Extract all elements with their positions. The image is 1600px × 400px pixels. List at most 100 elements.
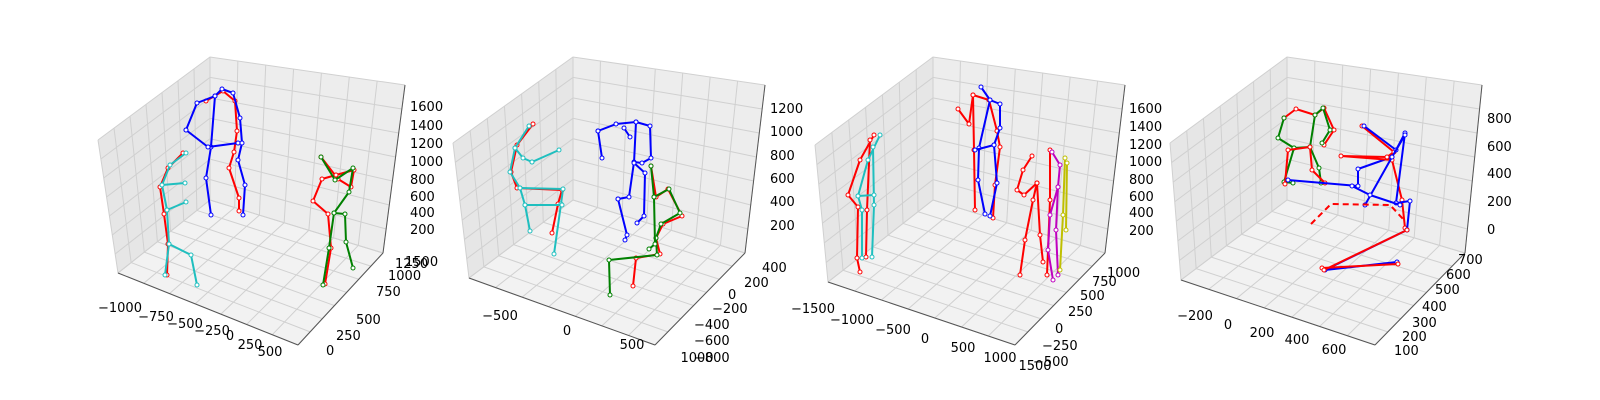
z-tick-label: 800 xyxy=(770,149,795,164)
skeleton-limb xyxy=(185,88,246,216)
z-tick-label: 400 xyxy=(770,195,795,210)
skeleton-joint xyxy=(551,251,557,257)
z-tick-label: 1600 xyxy=(1129,102,1162,117)
y-tick-label: −250 xyxy=(1042,339,1078,354)
skeleton-joint xyxy=(219,86,225,92)
y-tick-label: −600 xyxy=(694,334,730,349)
y-tick-label: 1000 xyxy=(1107,266,1140,281)
y-axis-line xyxy=(297,252,384,346)
skeleton-joint xyxy=(1029,153,1035,159)
skeleton-joint xyxy=(240,212,246,218)
y-axis-line xyxy=(1014,252,1106,346)
y-tick-label: 750 xyxy=(376,285,401,300)
skeleton-limb xyxy=(1277,107,1331,149)
skeleton-joint xyxy=(633,119,639,125)
skeleton-joint xyxy=(1290,180,1296,186)
skeleton-joint xyxy=(549,230,555,236)
skeleton-joint xyxy=(236,208,242,214)
skeleton-joint xyxy=(857,157,863,163)
z-axis-line xyxy=(1104,84,1126,254)
skeleton-joint xyxy=(857,269,863,275)
skeleton-limb xyxy=(320,156,354,269)
skeleton-limb xyxy=(1016,155,1038,276)
x-tick-label: 600 xyxy=(1322,343,1347,358)
skeleton-joint xyxy=(987,213,993,219)
z-tick-label: 1000 xyxy=(1129,155,1162,170)
skeleton-joint xyxy=(1063,227,1069,233)
skeleton-joint xyxy=(520,155,526,161)
x-axis-line xyxy=(827,281,1016,346)
skeleton-joint xyxy=(621,125,627,131)
z-tick-label: 1200 xyxy=(410,137,443,152)
skeleton-joint xyxy=(212,93,218,99)
z-tick-label: 400 xyxy=(1129,206,1154,221)
skeleton-joint xyxy=(871,132,877,138)
x-tick-label: 500 xyxy=(258,345,283,360)
skeleton-joint xyxy=(242,182,248,188)
z-tick-label: 600 xyxy=(770,172,795,187)
skeleton-joint xyxy=(972,207,978,213)
skeleton-joint xyxy=(1047,197,1053,203)
skeleton-joint xyxy=(1281,115,1287,121)
z-tick-label: 200 xyxy=(410,223,435,238)
y-tick-label: 200 xyxy=(1402,330,1427,345)
skeleton-joint xyxy=(1040,259,1046,265)
skeleton-joint xyxy=(991,142,997,148)
skeleton-joint xyxy=(1017,272,1023,278)
skeleton-joint xyxy=(1293,106,1299,112)
y-tick-label: 500 xyxy=(356,313,381,328)
skeleton-limb xyxy=(1323,229,1408,271)
skeleton-joint xyxy=(320,282,326,288)
z-tick-label: 600 xyxy=(1487,140,1512,155)
x-tick-label: −750 xyxy=(138,310,174,325)
skeleton-joint xyxy=(1057,162,1063,168)
skeleton-joint xyxy=(1050,277,1056,283)
skeleton-joint xyxy=(624,232,630,238)
skeleton-joint xyxy=(987,97,993,103)
z-axis-line xyxy=(1464,84,1483,254)
skeleton-joint xyxy=(997,144,1003,150)
skeleton-limb xyxy=(1047,151,1061,281)
skeleton-joint xyxy=(332,177,338,183)
z-tick-label: 200 xyxy=(770,219,795,234)
skeleton-limb xyxy=(1310,203,1405,225)
skeleton-joint xyxy=(975,177,981,183)
skeleton-joint xyxy=(333,172,339,178)
z-tick-label: 1400 xyxy=(1129,120,1162,135)
skeleton-joint xyxy=(654,252,660,258)
skeleton-joint xyxy=(658,221,664,227)
skeleton-joint xyxy=(182,180,188,186)
skeleton-joint xyxy=(1064,160,1070,166)
skeleton-joint xyxy=(239,140,245,146)
x-tick-label: −500 xyxy=(167,317,203,332)
skeleton-joint xyxy=(646,246,652,252)
skeleton-joint xyxy=(845,192,851,198)
z-tick-label: 600 xyxy=(1129,190,1154,205)
skeleton-joint xyxy=(978,84,984,90)
grid-line xyxy=(209,57,384,254)
skeleton-joint xyxy=(651,194,657,200)
skeleton-joint xyxy=(343,239,349,245)
skeleton-joint xyxy=(1404,227,1410,233)
x-tick-label: −500 xyxy=(875,323,911,338)
skeleton-joint xyxy=(615,196,621,202)
skeleton-joint xyxy=(205,144,211,150)
skeleton-limb xyxy=(1363,125,1411,231)
skeleton-joint xyxy=(639,160,645,166)
skeleton-limb xyxy=(524,204,531,232)
skeleton-joint xyxy=(1338,153,1344,159)
skeleton-joint xyxy=(648,163,654,169)
skeleton-joint xyxy=(325,211,331,217)
skeleton-joint xyxy=(1361,123,1367,129)
skeleton-joint xyxy=(230,90,236,96)
skeleton-joint xyxy=(1397,202,1403,208)
skeleton-joint xyxy=(982,211,988,217)
skeleton-joint xyxy=(630,283,636,289)
z-tick-label: 400 xyxy=(1487,167,1512,182)
skeleton-joint xyxy=(622,237,628,243)
pane-floor xyxy=(828,200,1105,345)
y-tick-label: 100 xyxy=(1394,344,1419,359)
x-tick-label: −500 xyxy=(482,309,518,324)
skeleton-joint xyxy=(869,254,875,260)
